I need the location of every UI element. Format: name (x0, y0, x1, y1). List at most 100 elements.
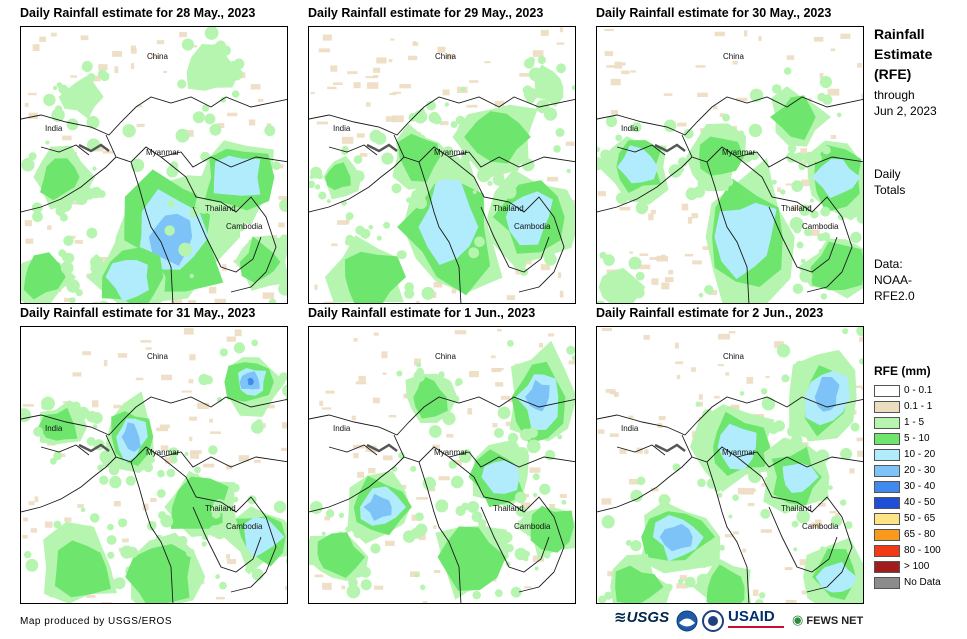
panel-title: Daily Rainfall estimate for 28 May., 202… (20, 6, 256, 20)
map-label-china: China (723, 52, 744, 61)
map-label-myanmar: Myanmar (434, 148, 468, 157)
legend-label: 40 - 50 (904, 497, 936, 508)
panel-31-may: Daily Rainfall estimate for 31 May., 202… (20, 306, 288, 604)
map-label-myanmar: Myanmar (722, 448, 756, 457)
rainfall-map[interactable]: China India Myanmar Thailand Cambodia (20, 26, 288, 304)
side-title-3: (RFE) (874, 66, 912, 82)
doc-seal-icon (702, 610, 724, 637)
panel-28-may: Daily Rainfall estimate for 28 May., 202… (20, 6, 288, 304)
map-label-china: China (723, 352, 744, 361)
legend-swatch (874, 561, 900, 573)
side-date: Jun 2, 2023 (874, 104, 937, 118)
side-daily: Daily (874, 167, 901, 181)
map-canvas: China India Myanmar Thailand Cambodia (309, 27, 575, 303)
usgs-logo: ≋USGS (614, 609, 670, 626)
map-label-thailand: Thailand (493, 204, 524, 213)
map-label-myanmar: Myanmar (146, 148, 180, 157)
map-label-cambodia: Cambodia (226, 222, 263, 231)
rainfall-map[interactable]: China India Myanmar Thailand Cambodia (596, 26, 864, 304)
map-label-cambodia: Cambodia (226, 522, 263, 531)
legend-title: RFE (mm) (874, 364, 931, 378)
legend-label: 10 - 20 (904, 449, 936, 460)
noaa-logo-icon (676, 610, 698, 637)
panel-29-may: Daily Rainfall estimate for 29 May., 202… (308, 6, 576, 304)
legend-item: No Data (874, 576, 964, 592)
map-credit: Map produced by USGS/EROS (20, 616, 173, 627)
legend-item: 5 - 10 (874, 432, 964, 448)
legend: 0 - 0.1 0.1 - 1 1 - 5 5 - 10 10 - 20 20 - 30 3… (874, 384, 964, 592)
fews-net-logo: ◉ FEWS NET (792, 612, 864, 627)
side-data-source-2: RFE2.0 (874, 289, 915, 303)
map-label-thailand: Thailand (781, 204, 812, 213)
panel-2-jun: Daily Rainfall estimate for 2 Jun., 2023… (596, 306, 864, 604)
legend-item: 65 - 80 (874, 528, 964, 544)
map-label-china: China (147, 52, 168, 61)
map-canvas: China India Myanmar Thailand Cambodia (21, 27, 287, 303)
legend-item: 80 - 100 (874, 544, 964, 560)
map-canvas: China India Myanmar Thailand Cambodia (21, 328, 287, 603)
legend-item: > 100 (874, 560, 964, 576)
rainfall-map[interactable]: China India Myanmar Thailand Cambodia (596, 326, 864, 604)
map-label-thailand: Thailand (205, 204, 236, 213)
map-label-india: India (45, 424, 63, 433)
rainfall-map[interactable]: China India Myanmar Thailand Cambodia (20, 326, 288, 604)
legend-item: 0 - 0.1 (874, 384, 964, 400)
panel-title: Daily Rainfall estimate for 31 May., 202… (20, 306, 256, 320)
legend-label: 1 - 5 (904, 417, 925, 428)
map-label-india: India (621, 124, 639, 133)
legend-swatch (874, 481, 900, 493)
legend-item: 10 - 20 (874, 448, 964, 464)
legend-swatch (874, 385, 900, 397)
rainfall-map[interactable]: China India Myanmar Thailand Cambodia (308, 26, 576, 304)
legend-swatch (874, 529, 900, 541)
legend-item: 50 - 65 (874, 512, 964, 528)
legend-swatch (874, 449, 900, 461)
panel-title: Daily Rainfall estimate for 1 Jun., 2023 (308, 306, 536, 320)
map-label-myanmar: Myanmar (722, 148, 756, 157)
map-canvas: China India Myanmar Thailand Cambodia (597, 29, 863, 303)
side-totals: Totals (874, 183, 906, 197)
legend-label: 80 - 100 (904, 545, 941, 556)
panel-30-may: Daily Rainfall estimate for 30 May., 202… (596, 6, 864, 304)
legend-swatch (874, 433, 900, 445)
legend-swatch (874, 465, 900, 477)
map-label-cambodia: Cambodia (802, 222, 839, 231)
map-label-china: China (435, 352, 456, 361)
legend-item: 40 - 50 (874, 496, 964, 512)
panel-title: Daily Rainfall estimate for 30 May., 202… (596, 6, 832, 20)
legend-label: 0.1 - 1 (904, 401, 933, 412)
map-label-china: China (147, 352, 168, 361)
map-label-cambodia: Cambodia (514, 222, 551, 231)
legend-label: 50 - 65 (904, 513, 936, 524)
legend-label: 65 - 80 (904, 529, 936, 540)
map-label-myanmar: Myanmar (146, 448, 180, 457)
map-canvas: China India Myanmar Thailand Cambodia (309, 328, 575, 603)
map-label-thailand: Thailand (205, 504, 236, 513)
panel-title: Daily Rainfall estimate for 29 May., 202… (308, 6, 544, 20)
side-data-label: Data: (874, 257, 903, 271)
legend-swatch (874, 577, 900, 589)
rainfall-map[interactable]: China India Myanmar Thailand Cambodia (308, 326, 576, 604)
usaid-logo: USAID (728, 608, 784, 628)
legend-swatch (874, 497, 900, 509)
map-label-india: India (621, 424, 639, 433)
legend-swatch (874, 401, 900, 413)
side-data-source-1: NOAA- (874, 273, 913, 287)
globe-icon: ◉ (792, 612, 804, 627)
legend-label: 30 - 40 (904, 481, 936, 492)
legend-label: No Data (904, 577, 941, 588)
map-canvas: China India Myanmar Thailand Cambodia (597, 327, 863, 603)
legend-label: > 100 (904, 561, 930, 572)
legend-swatch (874, 545, 900, 557)
map-label-china: China (435, 52, 456, 61)
legend-item: 20 - 30 (874, 464, 964, 480)
map-label-india: India (333, 424, 351, 433)
map-label-india: India (333, 124, 351, 133)
panel-1-jun: Daily Rainfall estimate for 1 Jun., 2023… (308, 306, 576, 604)
legend-swatch (874, 417, 900, 429)
map-label-cambodia: Cambodia (514, 522, 551, 531)
side-title-2: Estimate (874, 46, 933, 62)
legend-item: 0.1 - 1 (874, 400, 964, 416)
side-through: through (874, 88, 915, 102)
logo-strip: ≋USGS USAID ◉ FEWS NET (614, 608, 864, 634)
